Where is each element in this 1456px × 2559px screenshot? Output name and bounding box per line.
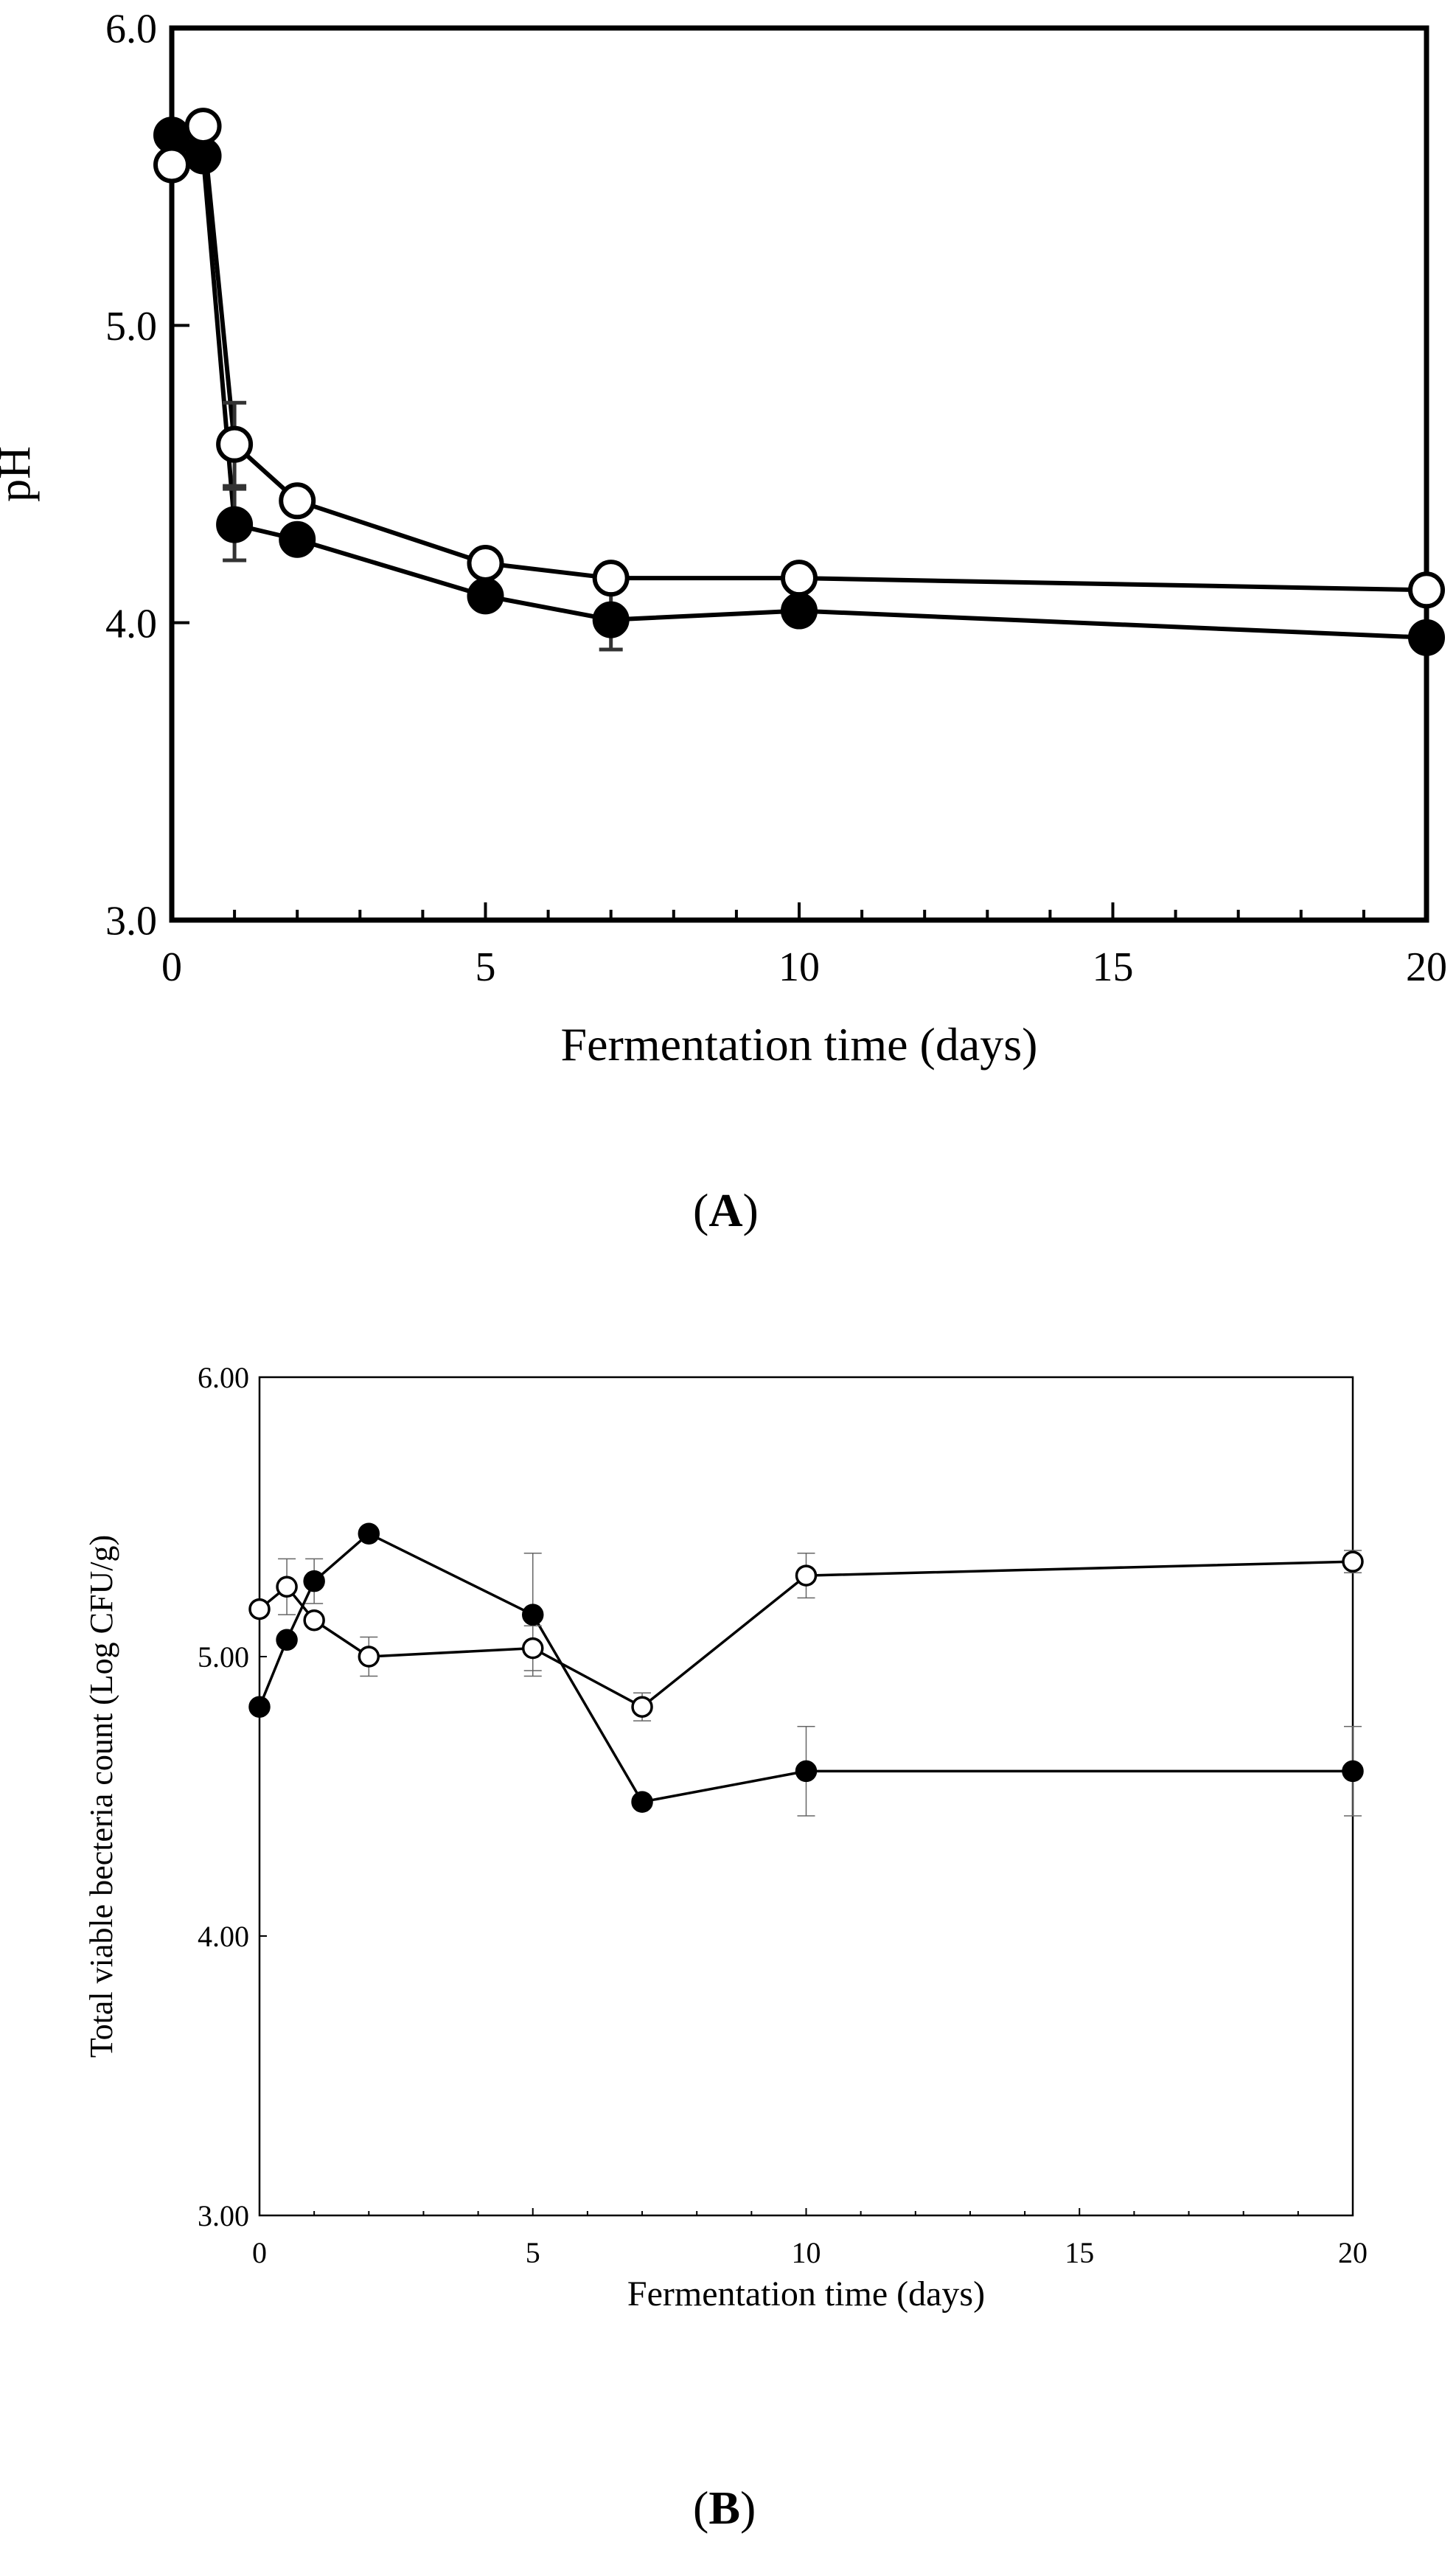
data-point-open: [216, 425, 254, 463]
data-point-open: [1342, 1550, 1364, 1573]
y-tick-label: 6.0: [105, 7, 157, 52]
x-tick-label: 5: [476, 944, 496, 990]
y-tick-label: 6.00: [198, 1361, 249, 1394]
panel-label-b-letter: B: [708, 2482, 740, 2534]
data-point-filled: [216, 506, 254, 543]
y-tick-label: 3.0: [105, 899, 157, 944]
x-tick-label: 0: [161, 944, 182, 990]
chart-b-viable-count: 0 5 10 15 20 3.00 4.00 5.00 6.00 Fermentation tim…: [83, 1361, 1368, 2313]
data-point-open: [358, 1646, 380, 1668]
data-point-open: [303, 1609, 325, 1632]
series-line-filled: [170, 133, 1427, 640]
data-point-filled: [592, 601, 630, 638]
x-tick-label: 10: [792, 2236, 821, 2269]
x-tick-label: 20: [1406, 944, 1447, 990]
chart-a-ph: 0 5 10 15 20 3.0 4.0 5.0 6.0 Fermentation time (d…: [0, 7, 1447, 1070]
data-point-open: [795, 1564, 818, 1587]
data-point-filled: [522, 1604, 544, 1626]
data-point-filled: [1342, 1760, 1364, 1783]
panel-label-a-letter: A: [708, 1184, 743, 1236]
data-point-open: [153, 146, 190, 184]
x-tick-label: 20: [1338, 2236, 1368, 2269]
x-tick-label: 15: [1093, 944, 1134, 990]
plot-frame: [169, 25, 1429, 923]
data-point-filled: [795, 1760, 818, 1783]
x-tick-label: 10: [778, 944, 820, 990]
panel-label-b: (B): [693, 2482, 756, 2534]
y-axis-label: pH: [0, 446, 40, 502]
x-tick-label: 15: [1065, 2236, 1094, 2269]
y-axis-label: Total viable becteria count (Log CFU/g): [83, 1535, 119, 2058]
data-point-open: [276, 1576, 298, 1598]
data-point-filled: [276, 1629, 298, 1651]
y-tick-label: 5.0: [105, 304, 157, 349]
data-point-open: [1408, 571, 1445, 609]
y-tick-label: 4.0: [105, 601, 157, 647]
data-point-filled: [279, 520, 316, 558]
panel-label-a: (A): [693, 1184, 759, 1236]
series-line-open: [170, 124, 1427, 593]
data-point-filled: [248, 1696, 271, 1718]
x-axis-label: Fermentation time (days): [627, 2274, 985, 2313]
data-point-open: [522, 1637, 544, 1660]
data-point-open: [279, 482, 316, 520]
x-tick-label: 0: [252, 2236, 267, 2269]
data-point-filled: [358, 1522, 380, 1545]
data-point-filled: [1408, 619, 1445, 656]
data-point-filled: [631, 1791, 653, 1813]
data-point-open: [184, 108, 222, 145]
data-point-open: [248, 1598, 271, 1620]
y-tick-label: 5.00: [198, 1640, 249, 1674]
data-point-open: [631, 1696, 653, 1718]
data-point-filled: [467, 577, 504, 615]
y-tick-label: 4.00: [198, 1920, 249, 1953]
x-axis-label: Fermentation time (days): [561, 1018, 1038, 1070]
x-tick-label: 5: [526, 2236, 540, 2269]
data-point-open: [781, 560, 818, 597]
data-point-open: [592, 560, 630, 597]
data-point-filled: [303, 1570, 325, 1592]
data-point-filled: [781, 592, 818, 630]
data-point-open: [467, 545, 504, 582]
y-tick-label: 3.00: [198, 2199, 249, 2232]
